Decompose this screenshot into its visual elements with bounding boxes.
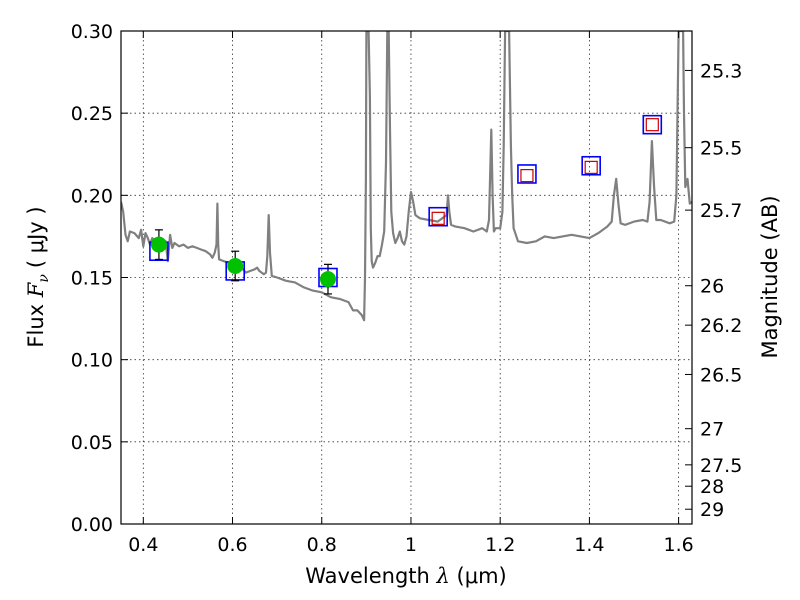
observed-flux-point bbox=[150, 236, 167, 253]
y-tick-label: 0.30 bbox=[71, 21, 113, 43]
y2-tick-label: 29 bbox=[700, 499, 724, 521]
photometry-markers bbox=[149, 114, 663, 295]
x-axis-label: Wavelength λ (μm) bbox=[305, 564, 506, 588]
x-tick-label: 1.2 bbox=[485, 534, 515, 556]
y-tick-label: 0.15 bbox=[71, 268, 113, 290]
y2-tick-label: 28 bbox=[700, 476, 724, 498]
y2-tick-label: 25.7 bbox=[700, 200, 742, 222]
y2-tick-label: 26.5 bbox=[700, 364, 742, 386]
y2-tick-label: 26 bbox=[700, 276, 724, 298]
upper-limit-marker bbox=[645, 118, 659, 132]
model-spectrum bbox=[121, 31, 692, 322]
observed-flux-point bbox=[319, 271, 336, 288]
y2-tick-label: 25.5 bbox=[700, 138, 742, 160]
y2-axis-label: Magnitude (AB) bbox=[758, 195, 782, 358]
x-tick-label: 1.4 bbox=[574, 534, 604, 556]
x-tick-label: 1.6 bbox=[664, 534, 694, 556]
y-tick-label: 0.10 bbox=[71, 350, 113, 372]
y-tick-label: 0.00 bbox=[71, 514, 113, 536]
model-photometry-square bbox=[517, 164, 537, 184]
y-axis-ticks: 0.00 0.05 0.10 0.15 0.20 0.25 0.30 bbox=[71, 21, 128, 536]
x-axis-ticks: 0.4 0.6 0.8 1 1.2 1.4 1.6 bbox=[128, 31, 694, 556]
y2-tick-label: 26.2 bbox=[700, 315, 742, 337]
upper-limit-marker bbox=[431, 211, 445, 225]
upper-limit-marker bbox=[520, 169, 534, 183]
y-tick-label: 0.25 bbox=[71, 103, 113, 125]
y2-tick-label: 27 bbox=[700, 419, 724, 441]
x-tick-label: 0.4 bbox=[128, 534, 158, 556]
upper-limit-marker bbox=[584, 160, 598, 174]
y-tick-label: 0.05 bbox=[71, 432, 113, 454]
observed-flux-point bbox=[227, 257, 244, 274]
model-photometry-square bbox=[581, 155, 601, 176]
y-axis-label: Flux Fν( μJy ) bbox=[24, 206, 52, 347]
x-tick-label: 1 bbox=[405, 534, 417, 556]
y2-tick-label: 27.5 bbox=[700, 455, 742, 477]
model-photometry-square bbox=[428, 206, 448, 227]
x-tick-label: 0.6 bbox=[217, 534, 247, 556]
y-tick-label: 0.20 bbox=[71, 185, 113, 207]
x-tick-label: 0.8 bbox=[307, 534, 337, 556]
y2-tick-label: 25.3 bbox=[700, 60, 742, 82]
spectrum-line bbox=[121, 31, 692, 322]
model-photometry-square bbox=[642, 114, 663, 135]
